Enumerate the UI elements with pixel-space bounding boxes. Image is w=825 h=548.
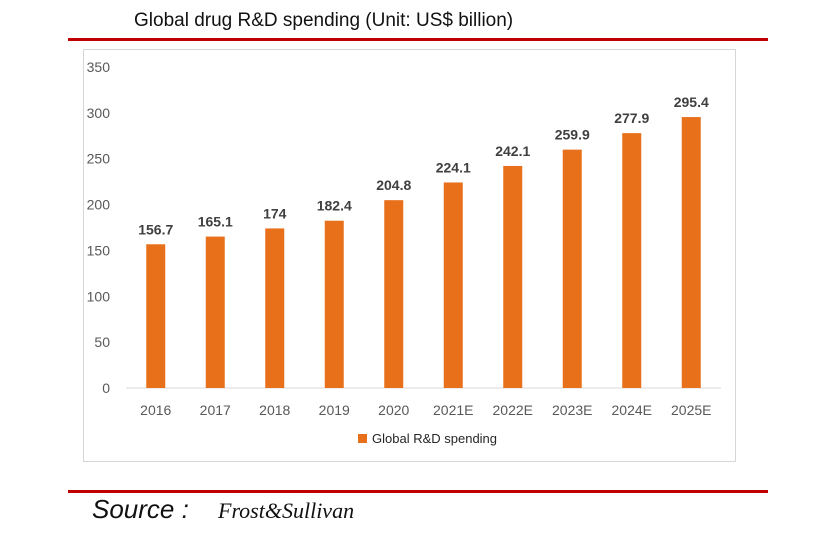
y-tick-label: 0 — [102, 380, 110, 396]
bar-2021e — [443, 182, 463, 388]
y-tick-label: 300 — [87, 105, 111, 121]
x-tick-label: 2022E — [493, 402, 533, 418]
bar-2018 — [265, 228, 285, 388]
y-tick-label: 50 — [94, 334, 110, 350]
bar-2017 — [205, 236, 225, 388]
data-label: 277.9 — [614, 110, 649, 126]
x-tick-label: 2019 — [319, 402, 350, 418]
bottom-divider — [68, 490, 768, 493]
data-label: 182.4 — [317, 198, 352, 214]
bar-2020 — [384, 200, 404, 388]
data-label: 242.1 — [495, 143, 530, 159]
data-label: 204.8 — [376, 177, 411, 193]
data-label: 224.1 — [436, 159, 471, 175]
data-label: 295.4 — [674, 94, 709, 110]
bar-2025e — [681, 117, 701, 389]
x-tick-label: 2017 — [200, 402, 231, 418]
x-tick-label: 2016 — [140, 402, 171, 418]
source-value: Frost&Sullivan — [218, 498, 355, 523]
data-label: 156.7 — [138, 221, 173, 237]
x-tick-label: 2018 — [259, 402, 290, 418]
data-label: 165.1 — [198, 214, 233, 230]
y-tick-label: 250 — [87, 151, 111, 167]
x-tick-label: 2025E — [671, 402, 711, 418]
bar-2016 — [146, 244, 166, 388]
y-tick-label: 200 — [87, 197, 111, 213]
legend-swatch — [358, 434, 367, 443]
x-tick-label: 2023E — [552, 402, 592, 418]
bar-2023e — [562, 149, 582, 388]
chart-frame: 0 50 100 150 200 250 300 350 156.7 2016 165.1 2017 1… — [83, 49, 736, 462]
x-tick-label: 2024E — [612, 402, 652, 418]
page-title: Global drug R&D spending (Unit: US$ bill… — [134, 10, 514, 31]
y-tick-label: 100 — [87, 288, 111, 304]
data-label: 174 — [263, 205, 287, 221]
legend-label: Global R&D spending — [372, 431, 497, 446]
x-tick-label: 2020 — [378, 402, 409, 418]
y-tick-label: 150 — [87, 242, 111, 258]
bar-2024e — [622, 133, 642, 388]
bar-2019 — [324, 220, 344, 388]
x-tick-label: 2021E — [433, 402, 473, 418]
y-tick-label: 350 — [87, 59, 111, 75]
bar-chart: 0 50 100 150 200 250 300 350 156.7 2016 165.1 2017 1… — [87, 59, 721, 446]
top-divider — [68, 38, 768, 41]
bar-2022e — [503, 165, 523, 388]
data-label: 259.9 — [555, 127, 590, 143]
source-label: Source : — [92, 494, 189, 524]
